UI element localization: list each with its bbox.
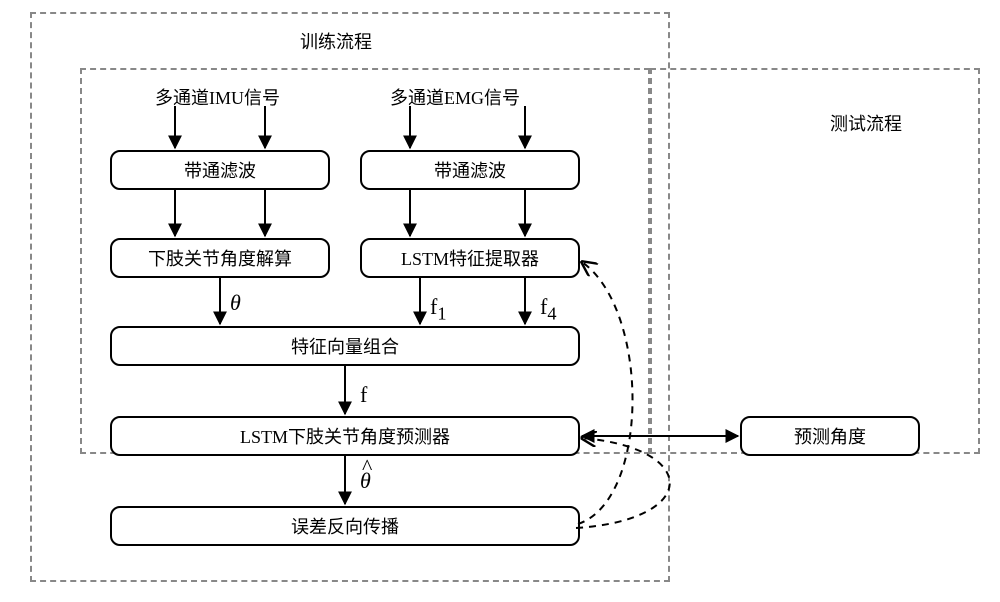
edge-label-f1: f1: [430, 294, 447, 324]
train-region-label: 训练流程: [300, 28, 372, 54]
input-imu-label: 多通道IMU信号: [155, 84, 280, 110]
node-joint-solver: 下肢关节角度解算: [110, 238, 330, 278]
edge-label-f4: f4: [540, 294, 557, 324]
node-bandpass-emg: 带通滤波: [360, 150, 580, 190]
test-region-label: 测试流程: [830, 110, 902, 136]
edge-label-theta-hat: θ^: [360, 468, 371, 494]
node-pred-angle: 预测角度: [740, 416, 920, 456]
node-lstm-predictor: LSTM下肢关节角度预测器: [110, 416, 580, 456]
node-feature-combo: 特征向量组合: [110, 326, 580, 366]
edge-label-theta: θ: [230, 290, 241, 316]
node-error-bp: 误差反向传播: [110, 506, 580, 546]
node-lstm-extractor: LSTM特征提取器: [360, 238, 580, 278]
input-emg-label: 多通道EMG信号: [390, 84, 520, 110]
test-region: [650, 68, 980, 454]
node-bandpass-imu: 带通滤波: [110, 150, 330, 190]
edge-label-f: f: [360, 382, 367, 408]
